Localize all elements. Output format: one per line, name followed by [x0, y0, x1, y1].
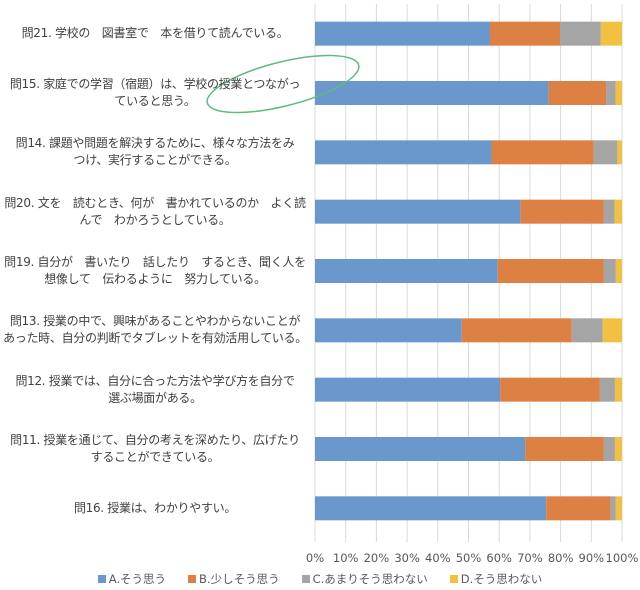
bar-segment-2 — [548, 81, 607, 105]
category-label: 問21. 学校の 図書室で 本を借りて読んでいる。 — [2, 25, 308, 42]
bar-segment-3 — [571, 318, 603, 343]
bar-segment-2 — [500, 377, 600, 402]
category-label: 問11. 授業を通じて、自分の考えを深めたり、広げたり することができている。 — [2, 432, 308, 466]
category-label: 問20. 文を 読むとき、何が 書かれているのか よく読 んで わかろうとしている… — [2, 195, 308, 229]
bar-segment-4 — [617, 140, 622, 165]
bar-segment-2 — [546, 496, 611, 521]
legend-label: A.そう思う — [108, 572, 167, 586]
category-label-line: 問14. 課題や問題を解決するために、様々な方法をみ — [15, 136, 295, 151]
bar-segment-3 — [603, 199, 615, 224]
bar-segment-1 — [315, 199, 521, 224]
bar-segment-2 — [461, 318, 572, 343]
bar-segment-1 — [315, 318, 462, 343]
bar-segment-3 — [559, 21, 601, 46]
bar-segment-1 — [315, 496, 547, 521]
legend-swatch — [449, 575, 458, 583]
category-label-line: んで わかろうとしている。 — [79, 212, 231, 227]
legend-item: C.あまりそう思わない — [301, 571, 428, 587]
bar-segment-3 — [606, 81, 616, 105]
bar-segment-4 — [615, 496, 622, 521]
x-tick-label: 80% — [547, 551, 574, 565]
category-label-line: 問12. 授業では、自分に合った方法や学び方を自分で — [15, 373, 295, 388]
x-tick-label: 100% — [605, 551, 639, 565]
legend-label: D.そう思わない — [460, 572, 543, 586]
bar-segment-3 — [599, 377, 615, 402]
bar-segment-4 — [614, 437, 622, 461]
legend-item: A.そう思う — [97, 571, 167, 587]
category-label-line: ていると思う。 — [114, 94, 196, 108]
bar-segment-1 — [315, 140, 492, 165]
category-label-line: 問16. 授業は、わかりやすい。 — [73, 500, 237, 515]
x-tick-label: 60% — [486, 551, 512, 565]
x-tick-label: 0% — [305, 551, 325, 565]
bar-segment-1 — [315, 21, 490, 46]
x-tick-label: 90% — [578, 551, 605, 565]
bar-segment-2 — [525, 437, 604, 461]
category-label-line: 想像して 伝わるように 努力している。 — [44, 272, 266, 286]
legend-swatch — [301, 575, 310, 583]
bar-segment-1 — [315, 81, 549, 105]
x-tick-label: 10% — [332, 551, 359, 565]
bar-segment-1 — [315, 259, 498, 283]
bar-segment-1 — [315, 437, 526, 461]
category-label: 問12. 授業では、自分に合った方法や学び方を自分で 選ぶ場面がある。 — [2, 373, 308, 407]
legend-swatch — [188, 575, 197, 583]
legend-item: B.少しそう思う — [188, 571, 280, 587]
category-label-line: 問13. 授業の中で、興味があることやわからないことが — [9, 314, 301, 329]
category-label-line: 問21. 学校の 図書室で 本を借りて読んでいる。 — [21, 26, 289, 41]
bar-segment-2 — [491, 140, 594, 165]
category-label-line: つけ、実行することができる。 — [73, 153, 237, 168]
bar-segment-4 — [614, 199, 622, 224]
category-label: 問15. 家庭での学習（宿題）は、学校の授業とつながっ ていると思う。 — [2, 76, 308, 110]
bar-segment-3 — [603, 259, 616, 283]
bar-segment-3 — [610, 496, 616, 521]
category-label: 問19. 自分が 書いたり 話したり するとき、聞く人を 想像して 伝わるように … — [2, 254, 308, 288]
category-label-line: 問11. 授業を通じて、自分の考えを深めたり、広げたり — [10, 433, 300, 447]
category-label: 問13. 授業の中で、興味があることやわからないことが あった時、自分の判断でタブ… — [2, 313, 308, 347]
category-label-line: 問20. 文を 読むとき、何が 書かれているのか よく読 — [4, 195, 306, 210]
bar-segment-4 — [600, 21, 622, 46]
annotation-ellipse — [206, 54, 360, 114]
bar-segment-4 — [614, 377, 622, 402]
category-label: 問14. 課題や問題を解決するために、様々な方法をみ つけ、実行することができる。 — [2, 135, 308, 169]
bar-segment-2 — [520, 199, 604, 224]
x-tick-label: 30% — [394, 551, 420, 565]
bar-segment-1 — [315, 377, 501, 402]
category-label-line: 問15. 家庭での学習（宿題）は、学校の授業とつながっ — [9, 77, 301, 91]
bar-segment-2 — [497, 259, 604, 283]
category-label-line: あった時、自分の判断でタブレットを有効活用している。 — [3, 331, 307, 346]
category-label-line: することができている。 — [90, 450, 220, 464]
legend-label: B.少しそう思う — [199, 572, 280, 586]
x-tick-label: 40% — [425, 551, 451, 565]
x-tick-label: 20% — [363, 551, 390, 565]
x-tick-label: 70% — [517, 551, 543, 565]
bar-segment-4 — [615, 81, 622, 105]
legend-swatch — [97, 575, 106, 583]
legend: A.そう思う B.少しそう思う C.あまりそう思わない D.そう思わない — [0, 571, 640, 587]
bar-segment-4 — [615, 259, 622, 283]
category-label: 問16. 授業は、わかりやすい。 — [2, 500, 308, 517]
bar-segment-4 — [602, 318, 622, 343]
category-label-line: 問19. 自分が 書いたり 話したり するとき、聞く人を — [4, 255, 306, 269]
x-tick-label: 50% — [455, 551, 482, 565]
bar-segment-2 — [489, 21, 560, 46]
bar-segment-3 — [603, 437, 615, 461]
legend-label: C.あまりそう思わない — [312, 572, 428, 586]
legend-item: D.そう思わない — [449, 571, 543, 587]
category-label-line: 選ぶ場面がある。 — [108, 390, 202, 405]
bar-segment-3 — [593, 140, 618, 165]
